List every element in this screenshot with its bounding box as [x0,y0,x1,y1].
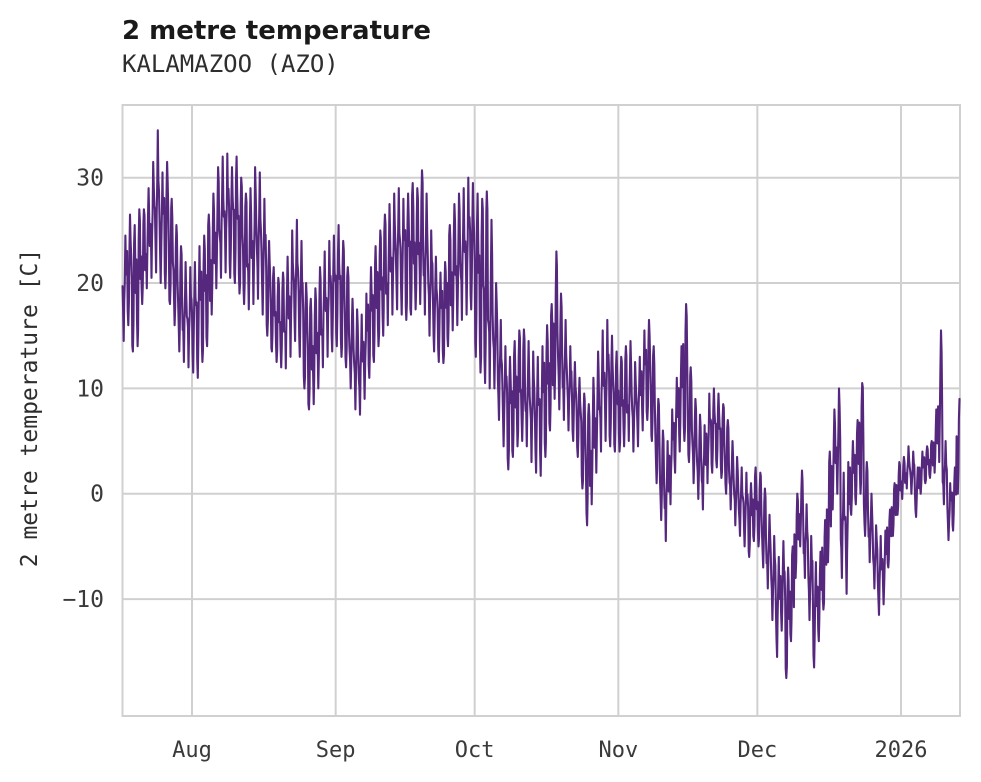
x-tick-label: Nov [598,738,638,763]
x-tick-label: Aug [172,738,212,763]
y-tick-label: −10 [62,587,104,613]
x-tick-label: Dec [737,738,777,763]
y-tick-label: 30 [76,166,104,192]
y-tick-label: 0 [90,482,104,508]
x-tick-label: 2026 [875,738,928,763]
y-tick-label: 20 [76,271,104,297]
y-axis-label: 2 metre temperature [C] [17,248,43,568]
chart-title: 2 metre temperature [122,16,431,46]
chart-subtitle: KALAMAZOO (AZO) [122,50,339,78]
tick-labels: −10 0 10 20 30 Aug Sep Oct Nov Dec 2026 [62,166,927,763]
x-tick-label: Oct [455,738,495,763]
x-tick-label: Sep [316,738,356,763]
temperature-line [121,129,961,680]
y-tick-label: 10 [76,376,104,402]
temperature-series-path [121,129,961,680]
